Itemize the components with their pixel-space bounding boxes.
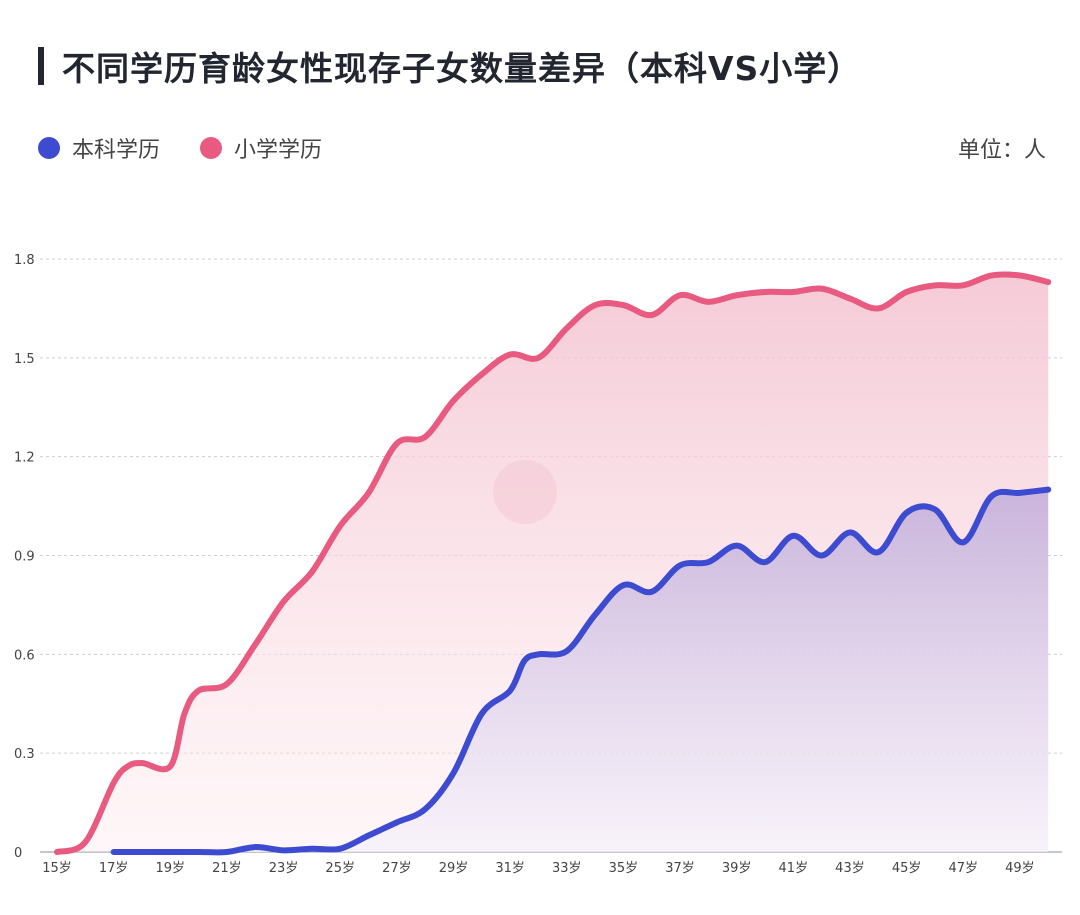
x-tick-label: 45岁 [892,861,922,876]
y-tick-label: 0 [14,846,22,861]
x-tick-label: 29岁 [439,861,469,876]
x-tick-label: 15岁 [42,861,72,876]
chart-title: 不同学历育龄女性现存子女数量差异（本科VS小学） [38,44,861,88]
unit-label: 单位：人 [957,138,1046,163]
legend-label: 小学学历 [234,138,323,163]
x-tick-label: 21岁 [212,861,242,876]
y-tick-label: 1.8 [14,253,35,268]
legend-item-bachelor[interactable]: 本科学历 [38,132,160,164]
x-tick-label: 25岁 [325,861,355,876]
x-tick-label: 31岁 [495,861,525,876]
x-tick-label: 47岁 [948,861,978,876]
legend-swatch [200,137,223,159]
x-tick-label: 35岁 [609,861,639,876]
y-tick-label: 0.6 [14,648,35,663]
legend-item-primary[interactable]: 小学学历 [200,132,322,164]
x-tick-label: 49岁 [1005,861,1035,876]
legend-swatch [38,137,60,159]
legend: 本科学历 小学学历 [38,132,362,164]
x-tick-label: 17岁 [99,861,129,876]
title-bar [38,47,44,85]
y-tick-label: 0.9 [14,550,35,565]
area-bachelor [113,489,1049,853]
legend-label: 本科学历 [72,138,161,163]
x-tick-label: 37岁 [665,861,695,876]
y-tick-label: 1.5 [14,352,35,367]
y-tick-label: 1.2 [14,451,35,466]
x-tick-label: 19岁 [156,861,186,876]
x-tick-label: 27岁 [382,861,412,876]
y-tick-label: 0.3 [14,747,35,762]
x-tick-label: 23岁 [269,861,299,876]
x-tick-label: 39岁 [722,861,752,876]
x-tick-label: 43岁 [835,861,865,876]
title-text: 不同学历育龄女性现存子女数量差异（本科VS小学） [62,49,862,88]
x-tick-label: 33岁 [552,861,582,876]
x-tick-label: 41岁 [779,861,809,876]
